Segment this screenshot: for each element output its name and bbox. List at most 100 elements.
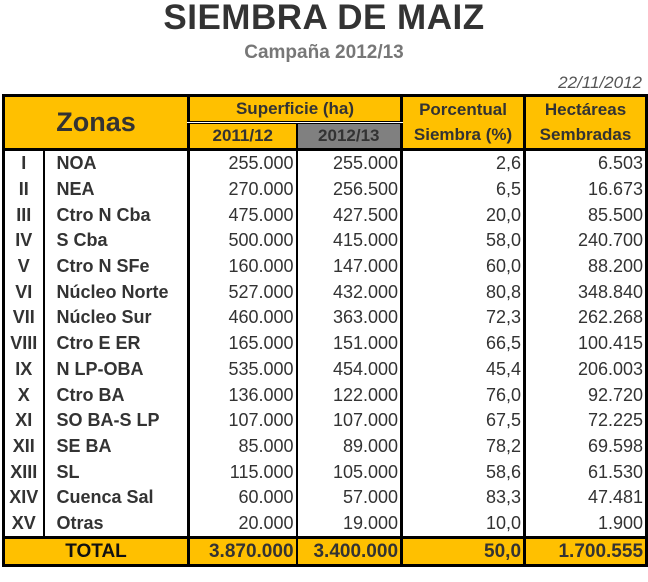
- zone-number: III: [3, 202, 45, 229]
- sup-2011: 165.000: [187, 330, 297, 357]
- table-row: X Ctro BA 136.000 122.000 76,0 92.720: [3, 382, 647, 408]
- sup-2012: 255.000: [295, 149, 402, 177]
- table-row: XIV Cuenca Sal 60.000 57.000 83,3 47.481: [3, 484, 647, 511]
- sup-2011: 136.000: [187, 382, 297, 408]
- sowing-pct: 10,0: [400, 510, 525, 538]
- zone-name: Ctro BA: [56, 384, 125, 405]
- hectares-sown: 92.720: [523, 382, 647, 408]
- hectares-sown: 85.500: [523, 202, 647, 229]
- header-sembradas: Sembradas: [523, 122, 647, 151]
- zone-name: Ctro N Cba: [56, 204, 151, 225]
- zone-number: XII: [3, 433, 45, 460]
- sup-2012: 363.000: [295, 305, 402, 331]
- sup-2011: 115.000: [187, 459, 297, 485]
- hectares-sown: 69.598: [523, 433, 647, 460]
- zone-name: N LP-OBA: [56, 358, 144, 379]
- zone-number: IV: [3, 228, 45, 254]
- hectares-sown: 72.225: [523, 407, 647, 434]
- hectares-sown: 240.700: [523, 228, 647, 254]
- zone-number: II: [3, 176, 45, 203]
- header-zonas: Zonas: [3, 95, 189, 151]
- sup-2011: 20.000: [187, 510, 297, 538]
- sowing-pct: 80,8: [400, 279, 525, 306]
- zone-name: NEA: [56, 179, 95, 200]
- zone-number: VIII: [3, 330, 45, 357]
- zone-name: Ctro N SFe: [56, 256, 150, 277]
- sowing-pct: 45,4: [400, 356, 525, 383]
- sup-2012: 122.000: [295, 382, 402, 408]
- zone-name: SO BA-S LP: [56, 410, 160, 431]
- sowing-pct: 6,5: [400, 176, 525, 203]
- page-title: SIEMBRA DE MAIZ: [163, 0, 485, 37]
- table-row: VI Núcleo Norte 527.000 432.000 80,8 348.840: [3, 279, 647, 306]
- table-row: VIII Ctro E ER 165.000 151.000 66,5 100.415: [3, 330, 647, 357]
- zone-name: Cuenca Sal: [56, 487, 154, 508]
- table-row: XII SE BA 85.000 89.000 78,2 69.598: [3, 433, 647, 460]
- header-row-1: Zonas Superficie (ha) Porcentual Hectáre…: [3, 95, 647, 151]
- zone-name: Núcleo Norte: [56, 281, 169, 302]
- zone-number: VII: [3, 305, 45, 331]
- sup-2012: 57.000: [295, 484, 402, 511]
- sup-2012: 415.000: [295, 228, 402, 254]
- sowing-pct: 2,6: [400, 149, 525, 177]
- zone-number: V: [3, 253, 45, 280]
- zone-name: NOA: [56, 153, 97, 174]
- sup-2011: 527.000: [187, 279, 297, 306]
- sup-2011: 500.000: [187, 228, 297, 254]
- total-row: TOTAL 3.870.000 3.400.000 50,0 1.700.555: [3, 536, 647, 566]
- table-row: XV Otras 20.000 19.000 10,0 1.900: [3, 510, 647, 538]
- hectares-sown: 206.003: [523, 356, 647, 383]
- maize-sowing-table: Zonas Superficie (ha) Porcentual Hectáre…: [2, 94, 648, 568]
- hectares-sown: 6.503: [523, 149, 647, 177]
- hectares-sown: 16.673: [523, 176, 647, 203]
- zone-name: Otras: [56, 512, 104, 533]
- total-ha: 1.700.555: [523, 536, 647, 566]
- table-row: III Ctro N Cba 475.000 427.500 20,0 85.500: [3, 202, 647, 229]
- zone-number: VI: [3, 279, 45, 306]
- header-porcentual: Porcentual: [400, 95, 525, 123]
- sowing-pct: 67,5: [400, 407, 525, 434]
- sup-2011: 270.000: [187, 176, 297, 203]
- sup-2011: 460.000: [187, 305, 297, 331]
- total-pct: 50,0: [400, 536, 525, 566]
- zone-number: X: [3, 382, 45, 408]
- zone-number: XV: [3, 510, 45, 538]
- sowing-pct: 76,0: [400, 382, 525, 408]
- zone-name: SL: [56, 461, 80, 482]
- table-row: VII Núcleo Sur 460.000 363.000 72,3 262.268: [3, 305, 647, 331]
- sowing-pct: 20,0: [400, 202, 525, 229]
- sup-2012: 454.000: [295, 356, 402, 383]
- sowing-pct: 78,2: [400, 433, 525, 460]
- zone-number: IX: [3, 356, 45, 383]
- sowing-pct: 58,6: [400, 459, 525, 485]
- sup-2011: 160.000: [187, 253, 297, 280]
- table-row: I NOA 255.000 255.000 2,6 6.503: [3, 149, 647, 177]
- sup-2012: 105.000: [295, 459, 402, 485]
- sowing-pct: 83,3: [400, 484, 525, 511]
- header-season-2011-12: 2011/12: [187, 121, 297, 151]
- table-row: IX N LP-OBA 535.000 454.000 45,4 206.003: [3, 356, 647, 383]
- hectares-sown: 47.481: [523, 484, 647, 511]
- sowing-pct: 66,5: [400, 330, 525, 357]
- table-row: XIII SL 115.000 105.000 58,6 61.530: [3, 459, 647, 485]
- sup-2012: 151.000: [295, 330, 402, 357]
- zone-name: SE BA: [56, 435, 112, 456]
- header-superficie: Superficie (ha): [187, 95, 402, 123]
- hectares-sown: 61.530: [523, 459, 647, 485]
- total-sup-2012: 3.400.000: [295, 536, 402, 566]
- sowing-pct: 72,3: [400, 305, 525, 331]
- hectares-sown: 348.840: [523, 279, 647, 306]
- zone-number: XIV: [3, 484, 45, 511]
- sup-2012: 432.000: [295, 279, 402, 306]
- campaign-subtitle: Campaña 2012/13: [244, 42, 404, 63]
- hectares-sown: 88.200: [523, 253, 647, 280]
- table-row: V Ctro N SFe 160.000 147.000 60,0 88.200: [3, 253, 647, 280]
- sowing-pct: 58,0: [400, 228, 525, 254]
- zone-name: Ctro E ER: [56, 333, 141, 354]
- sup-2012: 19.000: [295, 510, 402, 538]
- header-siembra-pct: Siembra (%): [400, 122, 525, 151]
- total-label: TOTAL: [3, 536, 189, 566]
- sowing-pct: 60,0: [400, 253, 525, 280]
- sup-2011: 475.000: [187, 202, 297, 229]
- sup-2012: 107.000: [295, 407, 402, 434]
